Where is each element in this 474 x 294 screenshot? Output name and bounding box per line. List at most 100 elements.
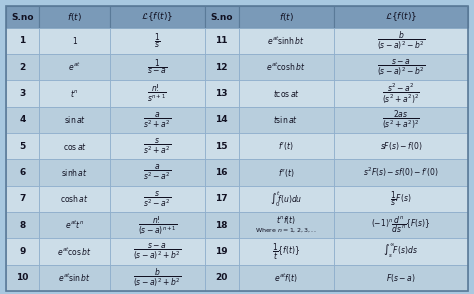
Text: 3: 3 <box>19 89 26 98</box>
Bar <box>205 212 238 238</box>
Text: $\dfrac{2as}{(s^2+a^2)^2}$: $\dfrac{2as}{(s^2+a^2)^2}$ <box>382 108 420 131</box>
Bar <box>334 238 468 265</box>
Text: $f'(t)$: $f'(t)$ <box>278 140 294 152</box>
Bar <box>205 107 238 133</box>
Text: 7: 7 <box>19 194 26 203</box>
Bar <box>238 238 334 265</box>
Bar <box>6 6 39 28</box>
Bar <box>6 28 39 54</box>
Text: 5: 5 <box>19 142 26 151</box>
Bar <box>334 212 468 238</box>
Text: 12: 12 <box>215 63 228 72</box>
Bar <box>110 212 205 238</box>
Text: 17: 17 <box>215 194 228 203</box>
Text: 10: 10 <box>16 273 29 283</box>
Text: $e^{at}$: $e^{at}$ <box>68 61 81 73</box>
Text: $\sin at$: $\sin at$ <box>64 114 86 125</box>
Text: $\dfrac{s-a}{(s-a)^2+b^2}$: $\dfrac{s-a}{(s-a)^2+b^2}$ <box>133 241 182 262</box>
Bar <box>39 54 110 80</box>
Text: $sF(s)-f(0)$: $sF(s)-f(0)$ <box>380 140 422 152</box>
Bar <box>110 28 205 54</box>
Text: $\dfrac{1}{t}\{f(t)\}$: $\dfrac{1}{t}\{f(t)\}$ <box>272 241 300 262</box>
Text: 19: 19 <box>215 247 228 256</box>
Bar <box>334 6 468 28</box>
Bar <box>6 238 39 265</box>
Text: $\cosh at$: $\cosh at$ <box>60 193 89 204</box>
Text: $\int_s^{\infty}\!F(s)ds$: $\int_s^{\infty}\!F(s)ds$ <box>383 243 419 260</box>
Bar <box>238 54 334 80</box>
Bar <box>238 186 334 212</box>
Text: $\dfrac{s}{s^2-a^2}$: $\dfrac{s}{s^2-a^2}$ <box>143 189 172 209</box>
Text: 8: 8 <box>19 221 26 230</box>
Text: $1$: $1$ <box>72 35 78 46</box>
Text: $\dfrac{a}{s^2-a^2}$: $\dfrac{a}{s^2-a^2}$ <box>143 163 172 182</box>
Bar <box>39 28 110 54</box>
Bar <box>334 133 468 159</box>
Bar <box>238 107 334 133</box>
Bar <box>39 107 110 133</box>
Text: $\dfrac{n!}{(s-a)^{n+1}}$: $\dfrac{n!}{(s-a)^{n+1}}$ <box>137 214 177 237</box>
Bar <box>39 212 110 238</box>
Text: $f''(t)$: $f''(t)$ <box>278 166 294 178</box>
Bar <box>205 265 238 291</box>
Bar <box>205 6 238 28</box>
Text: Where $n=1,2,3,..$: Where $n=1,2,3,..$ <box>255 226 317 234</box>
Text: 16: 16 <box>215 168 228 177</box>
Bar <box>110 107 205 133</box>
Text: $\dfrac{b}{(s-a)^2+b^2}$: $\dfrac{b}{(s-a)^2+b^2}$ <box>133 266 182 289</box>
Bar <box>39 238 110 265</box>
Text: $t^n$: $t^n$ <box>70 88 79 99</box>
Bar <box>110 265 205 291</box>
Bar <box>39 159 110 186</box>
Bar <box>238 212 334 238</box>
Text: $\dfrac{1}{s-a}$: $\dfrac{1}{s-a}$ <box>147 58 167 76</box>
Text: $\dfrac{n!}{s^{n+1}}$: $\dfrac{n!}{s^{n+1}}$ <box>147 83 167 104</box>
Bar <box>205 54 238 80</box>
Bar <box>6 54 39 80</box>
Text: S.no: S.no <box>210 13 233 21</box>
Text: $e^{at}\cos bt$: $e^{at}\cos bt$ <box>57 245 92 258</box>
Bar <box>205 159 238 186</box>
Text: 6: 6 <box>19 168 26 177</box>
Bar <box>6 80 39 107</box>
Text: $s^2F(s)-sf(0)-f'(0)$: $s^2F(s)-sf(0)-f'(0)$ <box>363 166 439 179</box>
Bar <box>334 159 468 186</box>
Text: 15: 15 <box>215 142 228 151</box>
Bar <box>39 80 110 107</box>
Text: $e^{at}f(t)$: $e^{at}f(t)$ <box>274 271 298 285</box>
Text: $\mathcal{L}\{f(t)\}$: $\mathcal{L}\{f(t)\}$ <box>141 11 173 24</box>
Bar <box>39 265 110 291</box>
Text: $e^{at}\cosh bt$: $e^{at}\cosh bt$ <box>266 61 306 73</box>
Bar <box>110 80 205 107</box>
Text: $e^{at}\sin bt$: $e^{at}\sin bt$ <box>58 272 91 284</box>
Text: 9: 9 <box>19 247 26 256</box>
Bar <box>334 54 468 80</box>
Text: $f(t)$: $f(t)$ <box>279 11 293 23</box>
Bar <box>110 6 205 28</box>
Text: $e^{at}\sinh bt$: $e^{at}\sinh bt$ <box>267 35 305 47</box>
Bar <box>110 133 205 159</box>
Text: 2: 2 <box>19 63 26 72</box>
Bar <box>334 186 468 212</box>
Bar <box>6 159 39 186</box>
Text: 11: 11 <box>215 36 228 45</box>
Bar <box>6 133 39 159</box>
Text: $f(t)$: $f(t)$ <box>67 11 82 23</box>
Text: $t\cos at$: $t\cos at$ <box>273 88 300 99</box>
Bar <box>334 265 468 291</box>
Bar <box>238 265 334 291</box>
Bar <box>238 159 334 186</box>
Bar <box>6 107 39 133</box>
Text: $\dfrac{1}{s}F(s)$: $\dfrac{1}{s}F(s)$ <box>390 190 411 208</box>
Bar <box>205 186 238 212</box>
Bar <box>110 238 205 265</box>
Bar <box>39 186 110 212</box>
Text: $\int_0^t\!f(u)du$: $\int_0^t\!f(u)du$ <box>270 189 302 209</box>
Text: 4: 4 <box>19 115 26 124</box>
Bar <box>238 28 334 54</box>
Bar <box>334 107 468 133</box>
Bar <box>205 238 238 265</box>
Text: $\dfrac{s}{s^2+a^2}$: $\dfrac{s}{s^2+a^2}$ <box>143 136 172 156</box>
Text: $F(s-a)$: $F(s-a)$ <box>386 272 416 284</box>
Text: $(-1)^n\dfrac{d^n}{ds^n}\{F(s)\}$: $(-1)^n\dfrac{d^n}{ds^n}\{F(s)\}$ <box>371 215 431 235</box>
